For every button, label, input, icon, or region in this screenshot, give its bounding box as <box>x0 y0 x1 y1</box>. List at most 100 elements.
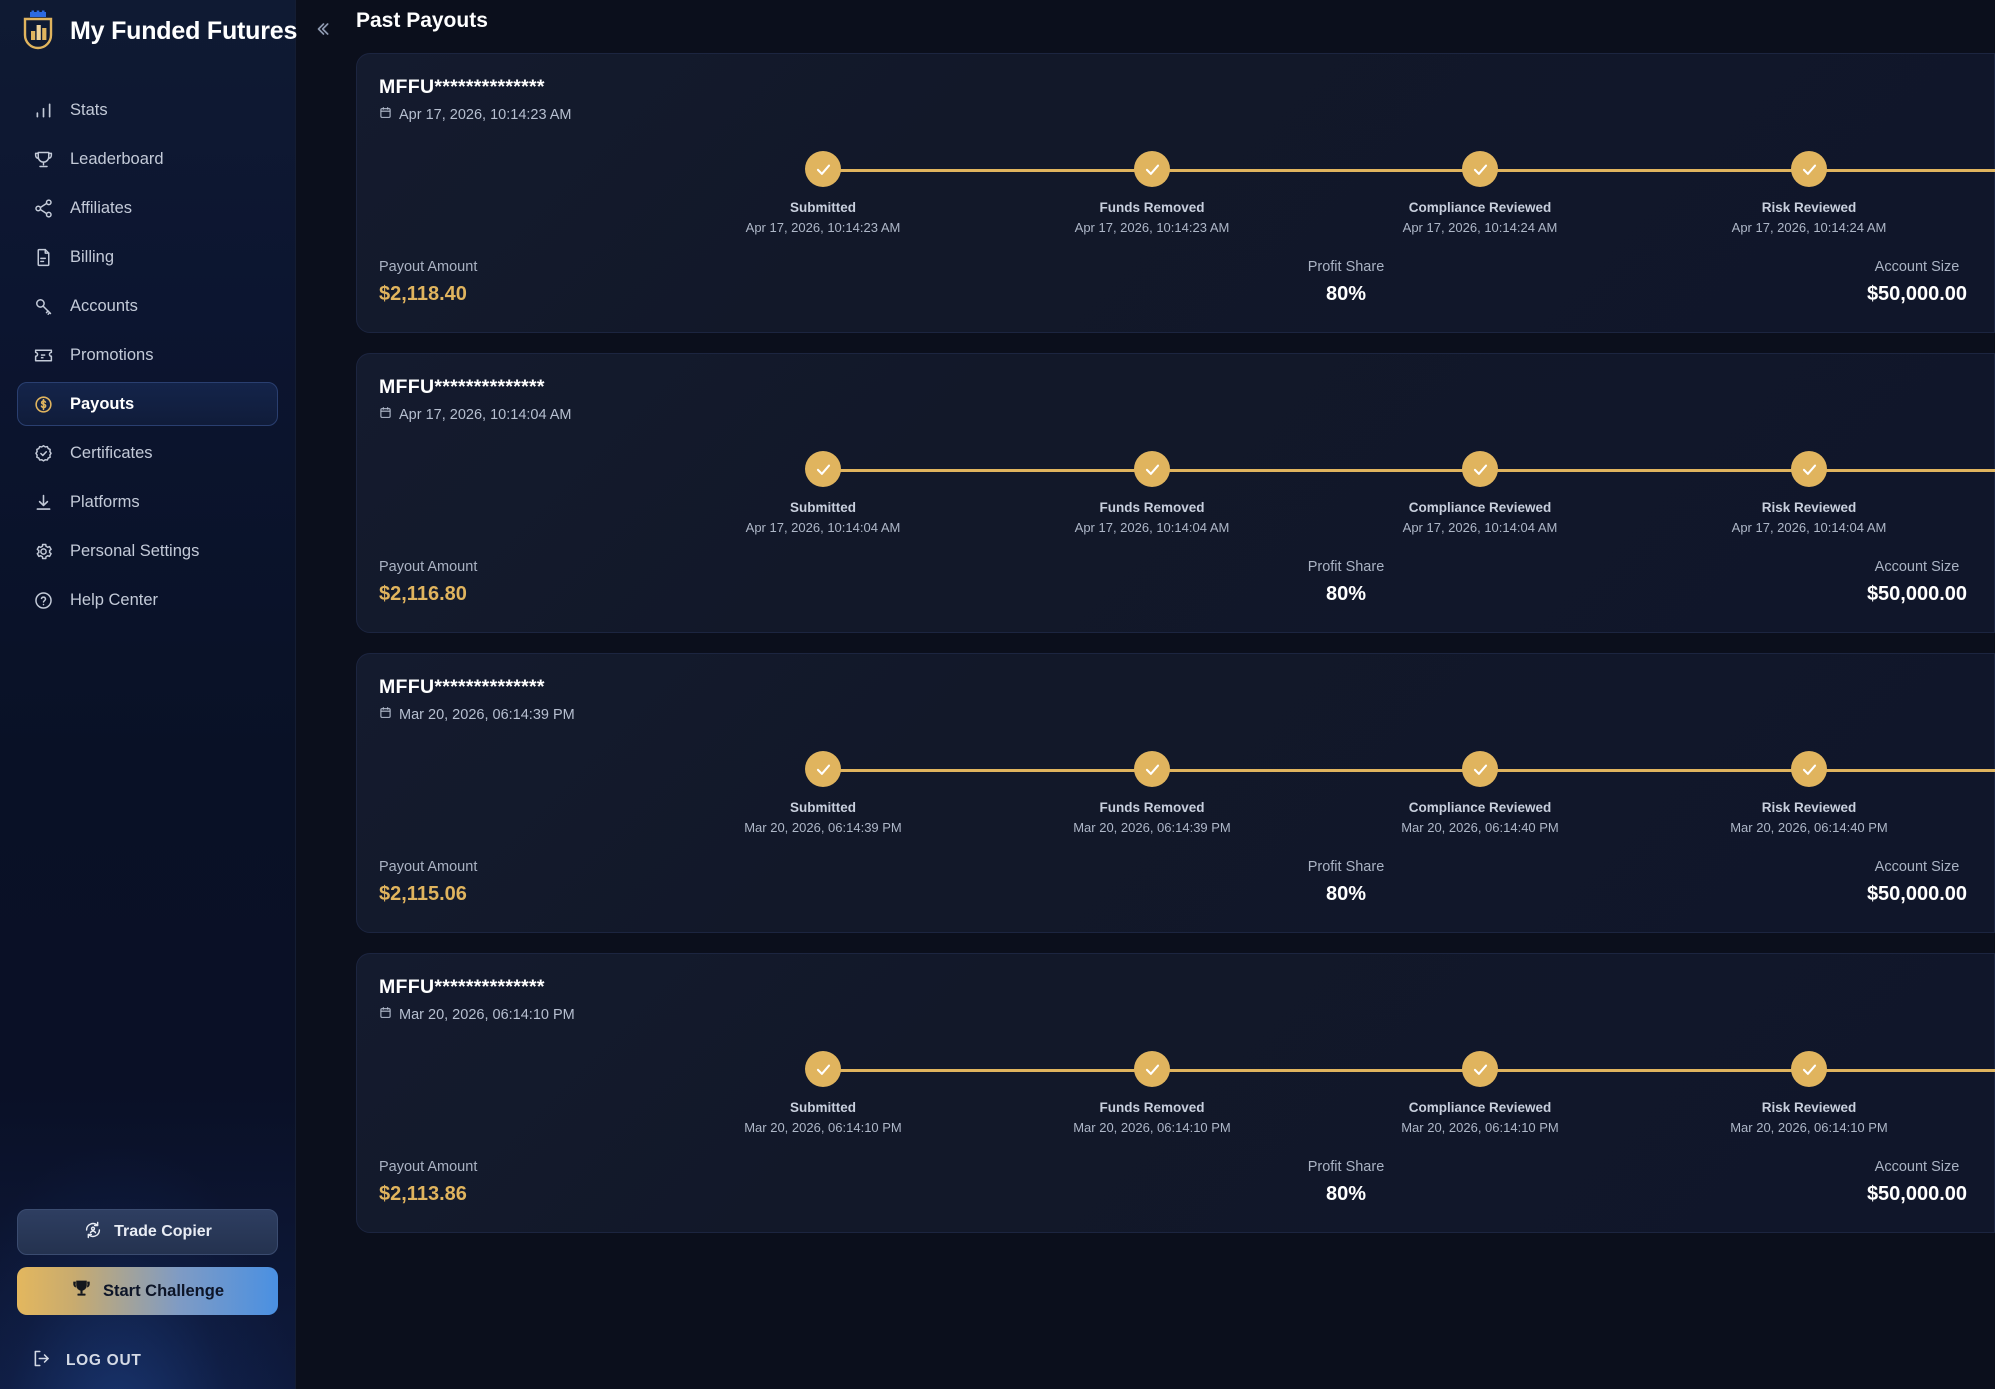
payout-metrics: Payout Amount $2,115.06 Profit Share 80% Acc… <box>357 859 1994 906</box>
stepper-step: Submitted Mar 20, 2026, 06:14:39 PM <box>673 739 973 835</box>
step-complete-icon <box>1462 151 1498 187</box>
sidebar-item-help-center[interactable]: Help Center <box>17 578 278 622</box>
sidebar-item-label: Affiliates <box>70 198 133 217</box>
step-timestamp: Apr 17, 2026, 10:14:04 AM <box>1074 520 1230 535</box>
metric-value: $2,118.40 <box>379 283 467 305</box>
step-complete-icon <box>1134 151 1170 187</box>
logout-icon <box>31 1348 52 1374</box>
metric-label: Payout Amount <box>379 259 478 275</box>
metric-label: Profit Share <box>1307 559 1385 575</box>
step-label: Funds Removed <box>1099 800 1205 815</box>
step-complete-icon <box>805 451 841 487</box>
metric-value: $2,115.06 <box>379 883 467 905</box>
calendar-icon <box>379 1006 392 1023</box>
step-complete-icon <box>1462 451 1498 487</box>
sidebar-item-payouts[interactable]: Payouts <box>17 382 278 426</box>
metric-value: $50,000.00 <box>1866 883 1968 905</box>
bar-chart-icon <box>32 99 54 121</box>
payout-card-header: MFFU************** Mar 20, 2026, 06:14:10… <box>357 976 1994 1023</box>
metric-label: Account Size <box>1874 559 1960 575</box>
step-timestamp: Apr 17, 2026, 10:14:04 AM <box>745 520 901 535</box>
logout-label: LOG OUT <box>66 1352 142 1369</box>
stepper-step: Risk Reviewed Mar 20, 2026, 06:14:10 PM <box>1659 1039 1959 1135</box>
metric-label: Account Size <box>1874 1159 1960 1175</box>
sidebar-item-certificates[interactable]: Certificates <box>17 431 278 475</box>
ticket-icon <box>32 344 54 366</box>
step-timestamp: Mar 20, 2026, 06:14:10 PM <box>1401 1120 1559 1135</box>
payout-card[interactable]: MFFU************** Apr 17, 2026, 10:14:23… <box>356 53 1995 333</box>
payout-card-header: MFFU************** Apr 17, 2026, 10:14:23… <box>357 76 1994 123</box>
stepper-steps: Submitted Mar 20, 2026, 06:14:39 PM Funds … <box>357 739 1994 843</box>
sidebar-item-label: Promotions <box>70 345 154 364</box>
payout-card-header: MFFU************** Apr 17, 2026, 10:14:04… <box>357 376 1994 423</box>
metric-profit-share: Profit Share 80% <box>1015 1159 1677 1206</box>
stepper-connector-line <box>829 469 1995 472</box>
brand-name: My Funded Futures <box>70 16 298 45</box>
trophy-icon <box>32 148 54 170</box>
step-label: Submitted <box>790 200 856 215</box>
account-name: MFFU************** <box>379 76 545 98</box>
step-label: Compliance Reviewed <box>1408 500 1552 515</box>
step-timestamp: Apr 17, 2026, 10:14:04 AM <box>1731 520 1887 535</box>
stepper-step: Compliance Reviewed Mar 20, 2026, 06:14:1… <box>1330 1039 1630 1135</box>
stepper-step: Risk Reviewed Mar 20, 2026, 06:14:40 PM <box>1659 739 1959 835</box>
sidebar-item-affiliates[interactable]: Affiliates <box>17 186 278 230</box>
metric-account-size: Account Size $50,000.00 <box>1677 259 1995 306</box>
step-timestamp: Apr 17, 2026, 10:14:24 AM <box>1402 220 1558 235</box>
metric-value: 80% <box>1325 1183 1367 1205</box>
payout-card[interactable]: MFFU************** Apr 17, 2026, 10:14:04… <box>356 353 1995 633</box>
stepper-steps: Submitted Apr 17, 2026, 10:14:04 AM Funds … <box>357 439 1994 543</box>
sidebar-item-accounts[interactable]: Accounts <box>17 284 278 328</box>
start-challenge-button[interactable]: Start Challenge <box>17 1267 278 1315</box>
payout-card[interactable]: MFFU************** Mar 20, 2026, 06:14:39… <box>356 653 1995 933</box>
sidebar-item-platforms[interactable]: Platforms <box>17 480 278 524</box>
step-timestamp: Mar 20, 2026, 06:14:40 PM <box>1730 820 1888 835</box>
trophy-solid-icon <box>71 1278 92 1304</box>
sidebar-item-label: Help Center <box>70 590 159 609</box>
metric-value: 80% <box>1325 283 1367 305</box>
sidebar-item-label: Platforms <box>70 492 140 511</box>
step-label: Compliance Reviewed <box>1408 800 1552 815</box>
metric-label: Profit Share <box>1307 259 1385 275</box>
metric-label: Payout Amount <box>379 859 478 875</box>
logout-button[interactable]: LOG OUT <box>17 1333 278 1389</box>
chevrons-left-icon[interactable] <box>309 15 333 47</box>
payout-created-date: Mar 20, 2026, 06:14:39 PM <box>379 706 1994 723</box>
metric-profit-share: Profit Share 80% <box>1015 859 1677 906</box>
stepper-step: Submitted Apr 17, 2026, 10:14:23 AM <box>673 139 973 235</box>
download-icon <box>32 491 54 513</box>
payout-progress-stepper: Submitted Apr 17, 2026, 10:14:04 AM Funds … <box>357 439 1995 543</box>
payout-metrics: Payout Amount $2,113.86 Profit Share 80% Acc… <box>357 1159 1994 1206</box>
payout-created-date: Mar 20, 2026, 06:14:10 PM <box>379 1006 1994 1023</box>
stepper-connector-line <box>829 769 1995 772</box>
stepper-step: Compliance Reviewed Apr 17, 2026, 10:14:0… <box>1330 439 1630 535</box>
step-complete-icon <box>1791 751 1827 787</box>
metric-value: $2,113.86 <box>379 1183 467 1205</box>
metric-label: Payout Amount <box>379 1159 478 1175</box>
payout-card[interactable]: MFFU************** Mar 20, 2026, 06:14:10… <box>356 953 1995 1233</box>
sidebar-item-billing[interactable]: Billing <box>17 235 278 279</box>
sidebar-item-label: Payouts <box>70 394 135 413</box>
sidebar-item-personal-settings[interactable]: Personal Settings <box>17 529 278 573</box>
payout-created-text: Apr 17, 2026, 10:14:23 AM <box>399 106 572 123</box>
brand-header: My Funded Futures <box>0 0 329 62</box>
sidebar-item-stats[interactable]: Stats <box>17 88 278 132</box>
stepper-step: Funds Removed Mar 20, 2026, 06:14:39 PM <box>1002 739 1302 835</box>
step-label: Compliance Reviewed <box>1408 200 1552 215</box>
sidebar-item-promotions[interactable]: Promotions <box>17 333 278 377</box>
stepper-step: Funds Removed Apr 17, 2026, 10:14:23 AM <box>1002 139 1302 235</box>
step-timestamp: Apr 17, 2026, 10:14:23 AM <box>1074 220 1230 235</box>
step-complete-icon <box>1134 1051 1170 1087</box>
trade-copier-button[interactable]: Trade Copier <box>17 1209 278 1255</box>
step-label: Compliance Reviewed <box>1408 1100 1552 1115</box>
payout-progress-stepper: Submitted Mar 20, 2026, 06:14:10 PM Funds … <box>357 1039 1995 1143</box>
stepper-step: Funds Removed Mar 20, 2026, 06:14:10 PM <box>1002 1039 1302 1135</box>
stepper-step: Funds Removed Apr 17, 2026, 10:14:04 AM <box>1002 439 1302 535</box>
key-icon <box>32 295 54 317</box>
metric-payout-amount: Payout Amount $2,118.40 <box>379 259 1015 306</box>
sidebar: My Funded Futures Stats <box>0 0 329 1389</box>
step-label: Risk Reviewed <box>1761 500 1857 515</box>
sidebar-item-leaderboard[interactable]: Leaderboard <box>17 137 278 181</box>
metric-account-size: Account Size $50,000.00 <box>1677 559 1995 606</box>
step-label: Funds Removed <box>1099 500 1205 515</box>
